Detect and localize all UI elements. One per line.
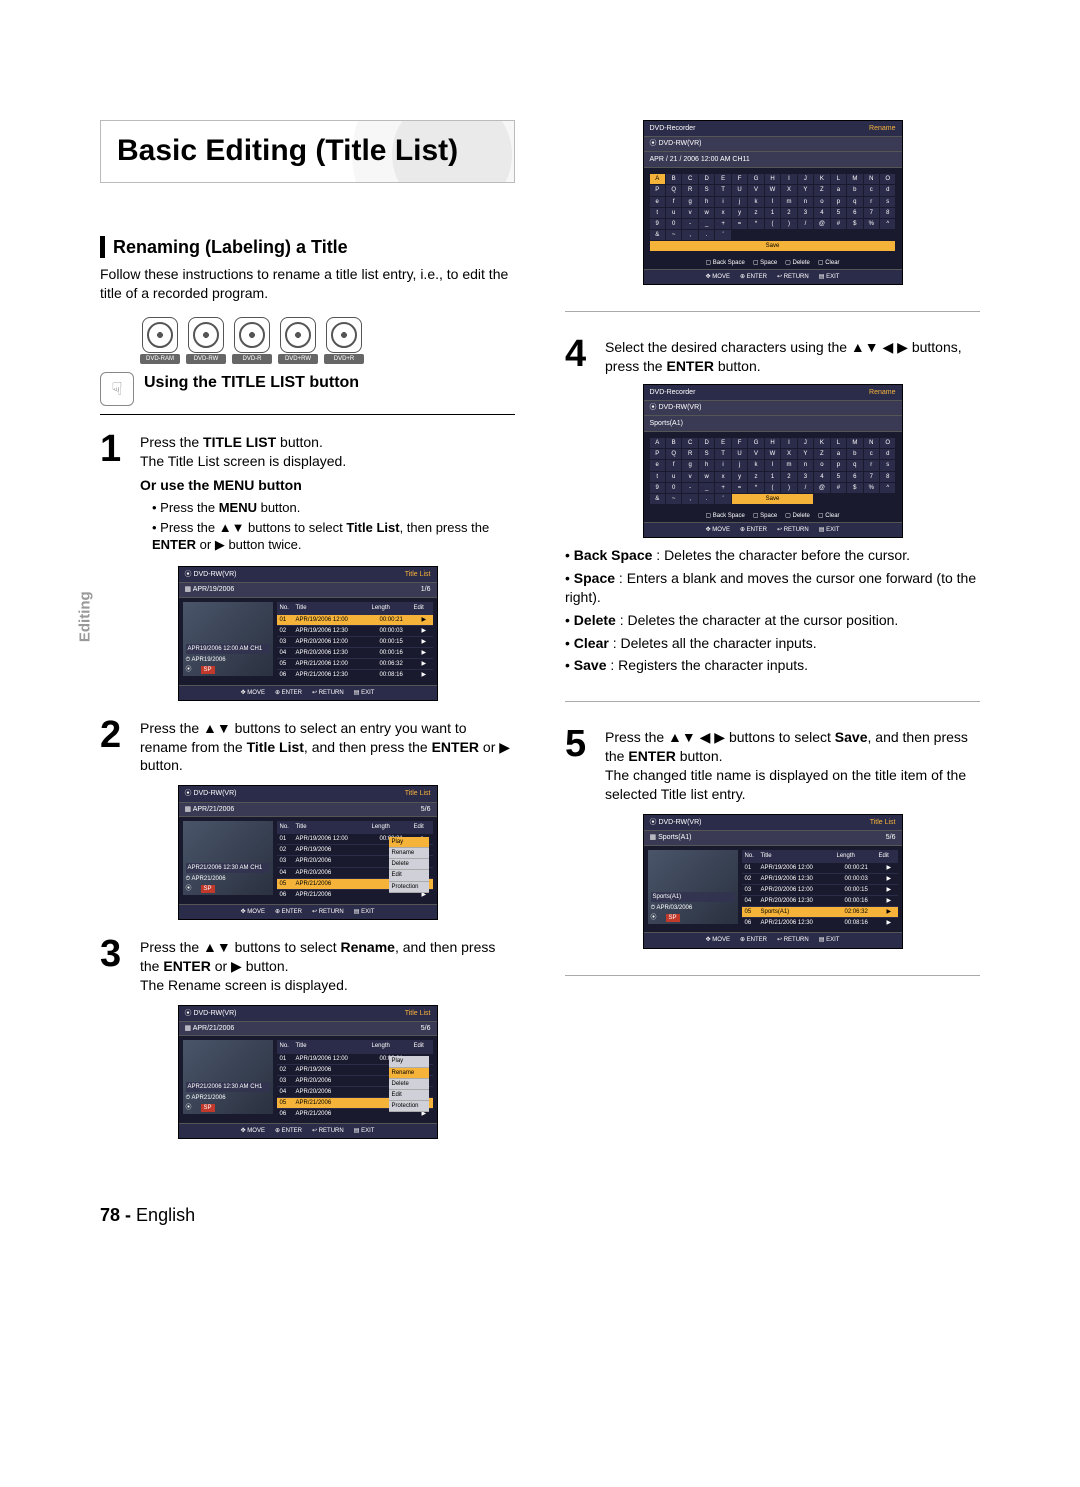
screenshot-rename-keyboard-1: DVD-RecorderRename ⦿ DVD-RW(VR) APR / 21… (643, 120, 903, 285)
hand-icon: ☟ (100, 372, 134, 406)
step-number: 4 (565, 338, 595, 376)
step-body: Press the TITLE LIST button. The Title L… (140, 433, 515, 556)
menu-sublist: Press the MENU button. Press the ▲▼ butt… (152, 499, 515, 554)
rename-field: APR / 21 / 2006 12:00 AM CH11 (644, 152, 902, 168)
step-2: 2 Press the ▲▼ buttons to select an entr… (100, 719, 515, 776)
table-row: 03APR/20/2006 12:0000:00:15▶ (277, 636, 433, 647)
step-body: Press the ▲▼ buttons to select an entry … (140, 719, 515, 776)
screenshot-title-list-final: ⦿ DVD-RW(VR)Title List ▦ Sports(A1)5/6 S… (643, 814, 903, 949)
step-body: Press the ▲▼ buttons to select Rename, a… (140, 938, 515, 995)
sub-title: Using the TITLE LIST button (144, 372, 359, 394)
table-row: 01APR/19/2006 12:0000:00:21▶ (742, 862, 898, 873)
table-row: 02APR/19/2006 12:3000:00:03▶ (277, 625, 433, 636)
side-label: Editing (75, 591, 95, 642)
table-row: 05Sports(A1)02:06:32▶ (742, 906, 898, 917)
table-row: 06APR/21/2006 12:3000:08:16▶ (277, 669, 433, 680)
thumbnail: APR19/2006 12:00 AM CH1 ⏱ APR19/2006 ⦿ S… (183, 602, 273, 676)
disc-dvdr: DVD-R (232, 317, 272, 364)
context-menu: PlayRenameDeleteEditProtection (389, 837, 429, 892)
disc-icons: DVD-RAM DVD-RW DVD-R DVD+RW DVD+R (140, 317, 515, 364)
screenshot-title-list-3: ⦿ DVD-RW(VR)Title List ▦ APR/21/20065/6 … (178, 1005, 438, 1140)
table-row: 05APR/21/2006 12:0000:06:32▶ (277, 658, 433, 669)
disc-dvdram: DVD-RAM (140, 317, 180, 364)
title-list: No.TitleLengthEdit 01APR/19/2006 12:0000… (277, 602, 433, 681)
thumbnail: Sports(A1) ⏱ APR/03/2006 ⦿ SP (648, 850, 738, 924)
onscreen-keyboard: ABCDEFGHIJKLMNOPQRSTUVWXYZabcdefghijklmn… (644, 432, 902, 510)
page-title: Basic Editing (Title List) (117, 131, 498, 172)
table-row: 01APR/19/2006 12:0000:00:21▶ (277, 614, 433, 625)
title-banner: Basic Editing (Title List) (100, 120, 515, 183)
step-number: 1 (100, 433, 130, 556)
step-4: 4 Select the desired characters using th… (565, 338, 980, 376)
right-column: DVD-RecorderRename ⦿ DVD-RW(VR) APR / 21… (565, 120, 980, 1143)
step-number: 2 (100, 719, 130, 776)
thumbnail: APR21/2006 12:30 AM CH1 ⏱ APR21/2006 ⦿ S… (183, 821, 273, 895)
intro-text: Follow these instructions to rename a ti… (100, 265, 515, 303)
step-number: 3 (100, 938, 130, 995)
step-5: 5 Press the ▲▼ ◀ ▶ buttons to select Sav… (565, 728, 980, 804)
step-body: Select the desired characters using the … (605, 338, 980, 376)
table-row: 03APR/20/2006 12:0000:00:15▶ (742, 884, 898, 895)
step-3: 3 Press the ▲▼ buttons to select Rename,… (100, 938, 515, 995)
disc-dvdpr: DVD+R (324, 317, 364, 364)
rule (100, 414, 515, 415)
section-title-text: Renaming (Labeling) a Title (113, 235, 348, 259)
section-title: Renaming (Labeling) a Title (100, 235, 515, 259)
screenshot-title-list-2: ⦿ DVD-RW(VR)Title List ▦ APR/21/20065/6 … (178, 785, 438, 920)
step-1: 1 Press the TITLE LIST button. The Title… (100, 433, 515, 556)
page-number: 78 - English (100, 1203, 980, 1227)
left-column: Editing Basic Editing (Title List) Renam… (100, 120, 515, 1143)
step-body: Press the ▲▼ ◀ ▶ buttons to select Save,… (605, 728, 980, 804)
subtitle-row: ☟ Using the TITLE LIST button (100, 372, 515, 406)
screenshot-title-list-1: ⦿ DVD-RW(VR)Title List ▦ APR/19/20061/6 … (178, 566, 438, 701)
context-menu: PlayRenameDeleteEditProtection (389, 1056, 429, 1111)
table-row: 04APR/20/2006 12:3000:00:16▶ (277, 647, 433, 658)
function-list: Back Space : Deletes the character befor… (565, 546, 980, 675)
disc-dvdrw: DVD-RW (186, 317, 226, 364)
step-number: 5 (565, 728, 595, 804)
disc-dvdprw: DVD+RW (278, 317, 318, 364)
rename-field: Sports(A1) (644, 416, 902, 432)
thumbnail: APR21/2006 12:30 AM CH1 ⏱ APR21/2006 ⦿ S… (183, 1040, 273, 1114)
or-heading: Or use the MENU button (140, 476, 515, 495)
onscreen-keyboard: ABCDEFGHIJKLMNOPQRSTUVWXYZabcdefghijklmn… (644, 168, 902, 257)
table-row: 06APR/21/2006 12:3000:08:16▶ (742, 917, 898, 928)
screenshot-rename-keyboard-2: DVD-RecorderRename ⦿ DVD-RW(VR) Sports(A… (643, 384, 903, 538)
table-row: 02APR/19/2006 12:3000:00:03▶ (742, 873, 898, 884)
table-row: 04APR/20/2006 12:3000:00:16▶ (742, 895, 898, 906)
